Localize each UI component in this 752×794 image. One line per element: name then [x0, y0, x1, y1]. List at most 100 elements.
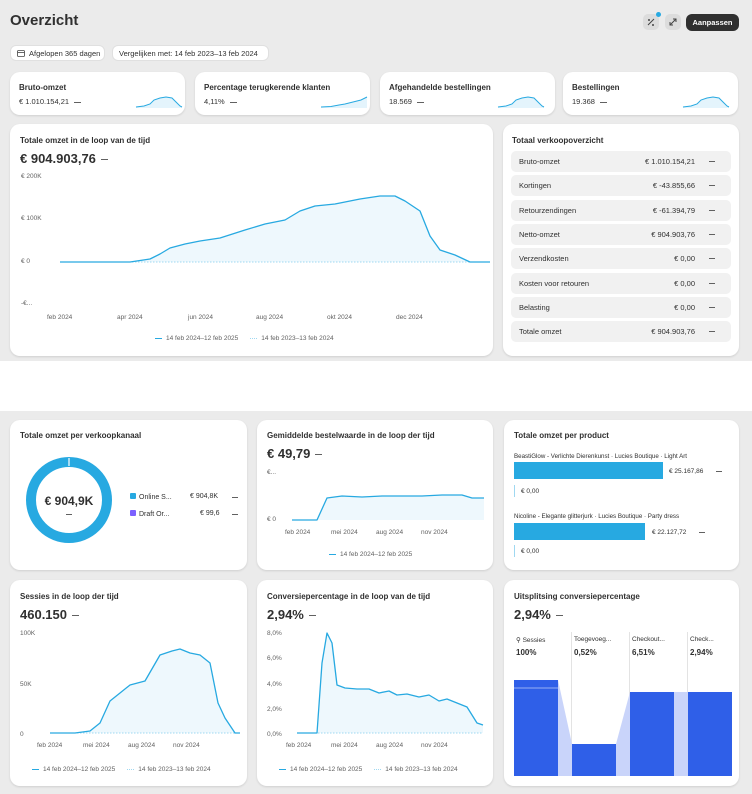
- y-tick: 0,0%: [267, 731, 282, 738]
- notification-dot: [656, 12, 661, 17]
- sessions-line-chart: [50, 648, 240, 734]
- x-tick: jun 2024: [188, 314, 213, 321]
- chart-legend: 14 feb 2024–12 feb 2025 14 feb 2023–13 f…: [279, 766, 458, 773]
- x-tick: feb 2024: [286, 742, 312, 749]
- aov-over-time-card[interactable]: Gemiddelde bestelwaarde in de loop der t…: [257, 420, 493, 570]
- funnel-step-label: Check...: [690, 636, 714, 643]
- channel-value-draft: € 99,6: [200, 510, 220, 517]
- y-tick: 8,0%: [267, 630, 282, 637]
- funnel-step-label: ⚲ Sessies: [516, 637, 546, 644]
- kpi-card-orders[interactable]: Bestellingen 19.368: [563, 72, 738, 115]
- y-tick: € 100K: [21, 215, 42, 222]
- product-value: € 25.167,86: [669, 468, 704, 475]
- channel-value-online: € 904,8K: [190, 493, 219, 500]
- x-tick: mei 2024: [83, 742, 110, 749]
- funnel-bar: [688, 692, 732, 776]
- sales-overview-card[interactable]: Totaal verkoopoverzicht Bruto-omzet € 1.0…: [503, 124, 739, 356]
- overview-row-value: € -61.394,79: [652, 205, 695, 215]
- overview-row-value: € 904.903,76: [651, 229, 695, 239]
- sparkline: [135, 96, 183, 108]
- product-bar: [514, 462, 663, 479]
- kpi-card-returning-customers[interactable]: Percentage terugkerende klanten 4,11%: [195, 72, 370, 115]
- overview-row-dash: [709, 258, 715, 260]
- card-title: Totale omzet in de loop van de tijd: [20, 136, 151, 145]
- overview-row-value: € -43.855,66: [652, 181, 695, 191]
- customize-button[interactable]: Aanpassen: [686, 14, 739, 31]
- funnel-connector: [674, 692, 688, 776]
- sparkline-line: [497, 96, 545, 108]
- overview-row-dash: [709, 209, 715, 211]
- card-title: Gemiddelde bestelwaarde in de loop der t…: [267, 431, 435, 440]
- overview-row[interactable]: Bruto-omzet € 1.010.154,21: [511, 151, 731, 172]
- donut-center-dash: [66, 514, 72, 515]
- overview-row[interactable]: Kortingen € -43.855,66: [511, 175, 731, 197]
- overview-row[interactable]: Retourzendingen € -61.394,79: [511, 199, 731, 221]
- date-range-label: Afgelopen 365 dagen: [29, 48, 101, 58]
- kpi-card-fulfilled-orders[interactable]: Afgehandelde bestellingen 18.569: [380, 72, 555, 115]
- conversion-line-chart: [297, 632, 484, 734]
- channel-legend-online: Online S...: [130, 493, 172, 501]
- magic-settings-button[interactable]: [643, 12, 661, 30]
- card-title: Conversiepercentage in de loop van de ti…: [267, 592, 431, 601]
- card-value: € 49,79: [267, 446, 323, 461]
- channel-dash: [232, 497, 238, 498]
- overview-row-dash: [709, 233, 715, 235]
- conversion-funnel-card[interactable]: Uitsplitsing conversiepercentage 2,94% ⚲…: [504, 580, 739, 786]
- customize-label: Aanpassen: [692, 18, 733, 27]
- overview-row-label: Verzendkosten: [519, 254, 569, 264]
- x-tick: feb 2024: [285, 529, 311, 536]
- product-prev-value: € 0,00: [521, 548, 540, 555]
- compare-picker[interactable]: Vergelijken met: 14 feb 2023–13 feb 2024: [112, 45, 269, 61]
- x-tick: okt 2024: [327, 314, 352, 321]
- compare-label: Vergelijken met: 14 feb 2023–13 feb 2024: [119, 48, 258, 58]
- kpi-value: 18.569: [389, 97, 424, 106]
- sales-by-channel-card[interactable]: Totale omzet per verkoopkanaal € 904,9K …: [10, 420, 247, 570]
- overview-row-value: € 0,00: [674, 302, 695, 312]
- x-tick: feb 2024: [47, 314, 73, 321]
- sales-by-product-card[interactable]: Totale omzet per product BeastiGlow - Ve…: [504, 420, 739, 570]
- overview-row-label: Retourzendingen: [519, 205, 577, 215]
- current-period-line: [292, 494, 484, 521]
- current-period-line: [50, 648, 240, 734]
- conversion-over-time-card[interactable]: Conversiepercentage in de loop van de ti…: [257, 580, 493, 786]
- card-title: Totaal verkoopoverzicht: [512, 136, 604, 145]
- y-tick: €...: [267, 469, 277, 476]
- product-value: € 22.127,72: [652, 529, 687, 536]
- revenue-over-time-card[interactable]: Totale omzet in de loop van de tijd € 90…: [10, 124, 493, 356]
- fullscreen-button[interactable]: [665, 14, 681, 30]
- x-tick: aug 2024: [256, 314, 284, 321]
- channel-legend-draft: Draft Or...: [130, 510, 169, 518]
- product-dash: [699, 532, 705, 533]
- kpi-card-gross-sales[interactable]: Bruto-omzet € 1.010.154,21: [10, 72, 185, 115]
- card-title: Sessies in de loop der tijd: [20, 592, 119, 601]
- funnel-step-value: 0,52%: [574, 648, 597, 657]
- overview-row[interactable]: Netto-omzet € 904.903,76: [511, 223, 731, 245]
- overview-row[interactable]: Totale omzet € 904.903,76: [511, 321, 731, 343]
- product-name: Nicoline - Elegante glitterjurk · Lucies…: [514, 513, 680, 520]
- date-range-picker[interactable]: Afgelopen 365 dagen: [10, 45, 105, 61]
- x-tick: apr 2024: [117, 314, 143, 321]
- channel-dash: [232, 514, 238, 515]
- kpi-value: € 1.010.154,21: [19, 97, 82, 106]
- overview-row-label: Kortingen: [519, 181, 552, 191]
- overview-row-label: Kosten voor retouren: [519, 278, 590, 288]
- x-tick: nov 2024: [421, 742, 448, 749]
- funnel-connector: [558, 680, 572, 776]
- y-tick: € 200K: [21, 173, 42, 180]
- y-tick: 2,0%: [267, 706, 282, 713]
- overview-row[interactable]: Kosten voor retouren € 0,00: [511, 272, 731, 294]
- overview-row-dash: [709, 306, 715, 308]
- series-area: [60, 196, 490, 262]
- sessions-over-time-card[interactable]: Sessies in de loop der tijd 460.150 100K…: [10, 580, 247, 786]
- sparkline: [497, 96, 545, 108]
- card-value: 460.150: [20, 607, 79, 622]
- overview-row-value: € 0,00: [674, 278, 695, 288]
- card-value: 2,94%: [267, 607, 316, 622]
- overview-row[interactable]: Belasting € 0,00: [511, 296, 731, 318]
- overview-row[interactable]: Verzendkosten € 0,00: [511, 248, 731, 270]
- overview-row-dash: [709, 185, 715, 187]
- funnel-separator: [571, 632, 572, 776]
- page-title: Overzicht: [10, 12, 79, 29]
- sparkle-icon: [647, 18, 655, 26]
- series-area: [297, 633, 483, 733]
